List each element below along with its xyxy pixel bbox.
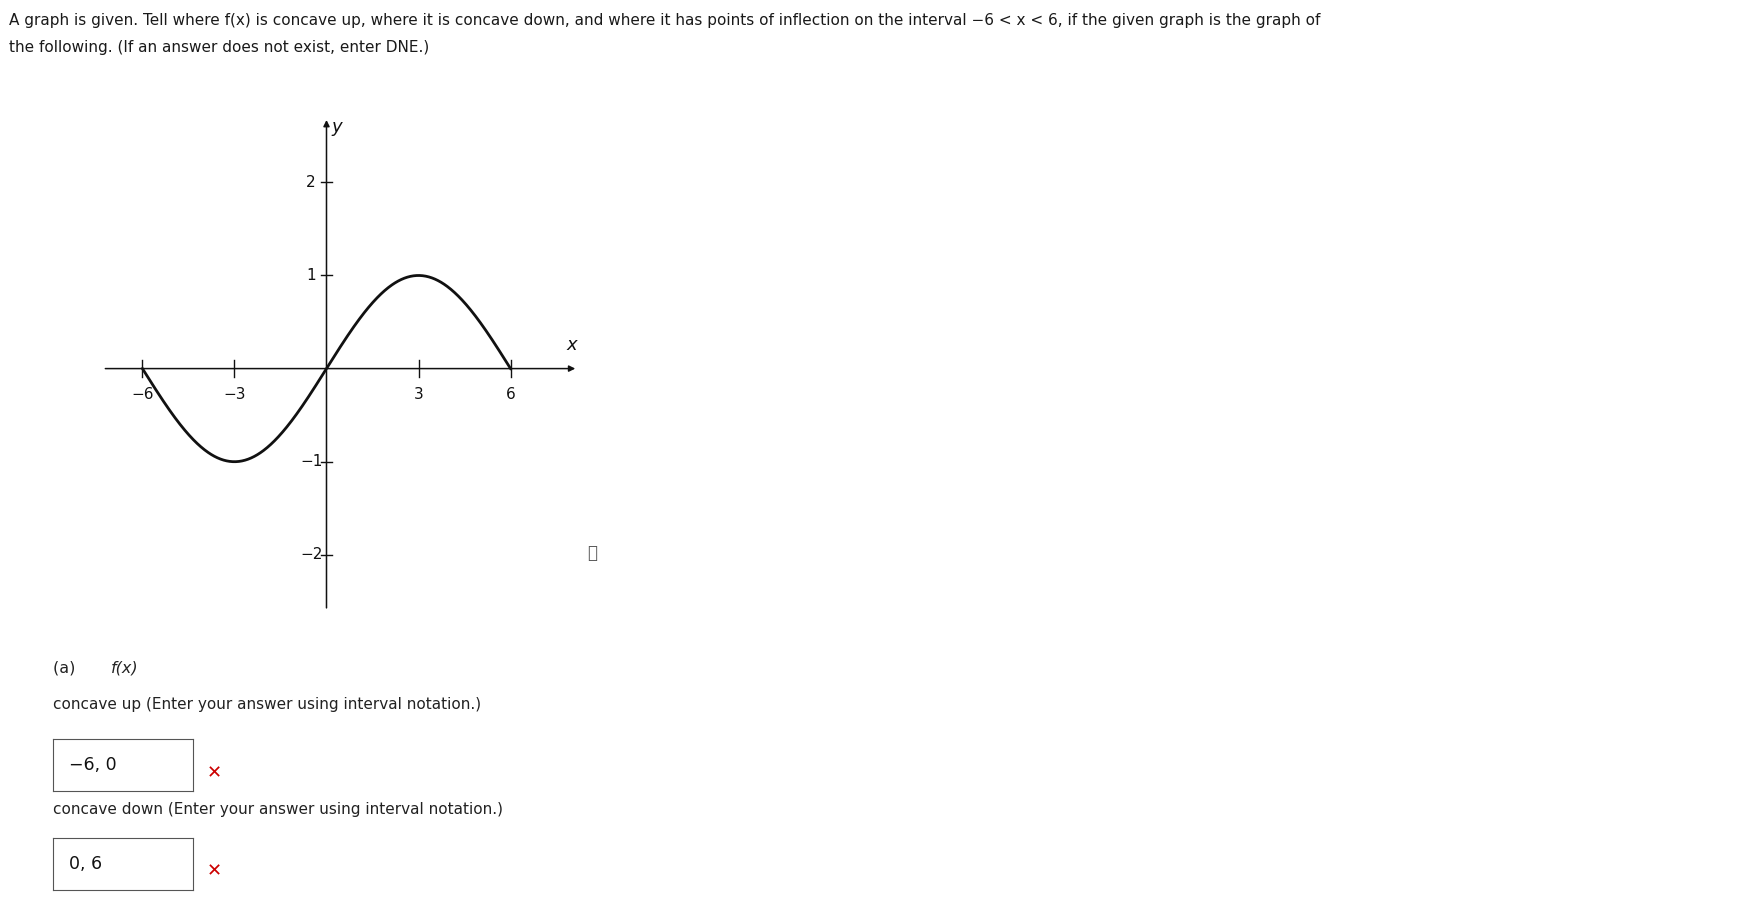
- Text: ✕: ✕: [207, 863, 223, 881]
- Text: ⓘ: ⓘ: [587, 544, 598, 562]
- Text: f(x): f(x): [110, 661, 138, 676]
- Text: −1: −1: [300, 454, 323, 469]
- Text: −3: −3: [223, 387, 245, 402]
- Text: 6: 6: [505, 387, 515, 402]
- Text: y: y: [331, 118, 342, 136]
- Text: A graph is given. Tell where f(x) is concave up, where it is concave down, and w: A graph is given. Tell where f(x) is con…: [9, 13, 1320, 29]
- Text: −2: −2: [300, 547, 323, 562]
- Text: 0, 6: 0, 6: [70, 855, 102, 873]
- Text: (a): (a): [53, 661, 91, 676]
- Text: −6, 0: −6, 0: [70, 756, 117, 774]
- Text: x: x: [566, 336, 577, 354]
- Text: 3: 3: [414, 387, 424, 402]
- Text: ✕: ✕: [207, 764, 223, 782]
- Text: 2: 2: [307, 175, 316, 190]
- Text: −6: −6: [131, 387, 154, 402]
- Text: concave up (Enter your answer using interval notation.): concave up (Enter your answer using inte…: [53, 697, 480, 712]
- Text: 1: 1: [307, 268, 316, 283]
- Text: concave down (Enter your answer using interval notation.): concave down (Enter your answer using in…: [53, 802, 503, 817]
- Text: the following. (If an answer does not exist, enter DNE.): the following. (If an answer does not ex…: [9, 40, 429, 56]
